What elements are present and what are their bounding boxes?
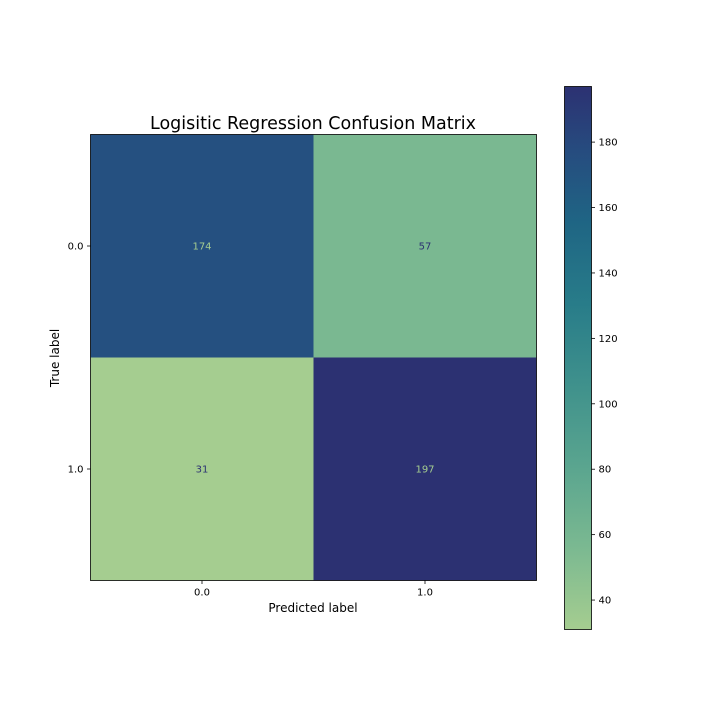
colorbar-tick-label: 120 bbox=[599, 334, 618, 345]
colorbar-tick-label: 140 bbox=[599, 268, 618, 279]
heatmap-cell bbox=[313, 357, 537, 581]
colorbar-tick-label: 60 bbox=[599, 530, 612, 541]
y-tick-label: 0.0 bbox=[68, 242, 84, 253]
y-axis-ticks: 0.0 1.0 bbox=[68, 242, 91, 476]
cell-value-label: 31 bbox=[196, 465, 209, 476]
x-tick-label: 1.0 bbox=[417, 588, 433, 599]
cell-value-label: 197 bbox=[415, 465, 434, 476]
x-axis-label: Predicted label bbox=[268, 601, 357, 615]
colorbar-tick-label: 160 bbox=[599, 203, 618, 214]
plot-frame bbox=[90, 134, 537, 581]
x-tick-label: 0.0 bbox=[194, 588, 210, 599]
heatmap-cell-labels: 174 57 31 197 bbox=[192, 242, 434, 476]
heatmap-cell bbox=[90, 134, 314, 358]
chart-title: Logisitic Regression Confusion Matrix bbox=[150, 114, 476, 134]
heatmap-cell bbox=[313, 134, 537, 358]
x-axis-ticks: 0.0 1.0 bbox=[194, 580, 433, 599]
colorbar-tick-label: 80 bbox=[599, 465, 612, 476]
colorbar-ticks: 40 60 80 100 120 140 160 180 bbox=[591, 138, 618, 607]
colorbar-tick-label: 40 bbox=[599, 596, 612, 607]
colorbar-tick-label: 100 bbox=[599, 399, 618, 410]
heatmap-cell bbox=[90, 357, 314, 581]
cell-value-label: 57 bbox=[419, 242, 432, 253]
y-tick-label: 1.0 bbox=[68, 465, 84, 476]
cell-value-label: 174 bbox=[192, 242, 211, 253]
y-axis-label: True label bbox=[48, 329, 62, 388]
heatmap-cells bbox=[90, 134, 537, 581]
colorbar-tick-label: 180 bbox=[599, 138, 618, 149]
colorbar bbox=[564, 86, 592, 630]
